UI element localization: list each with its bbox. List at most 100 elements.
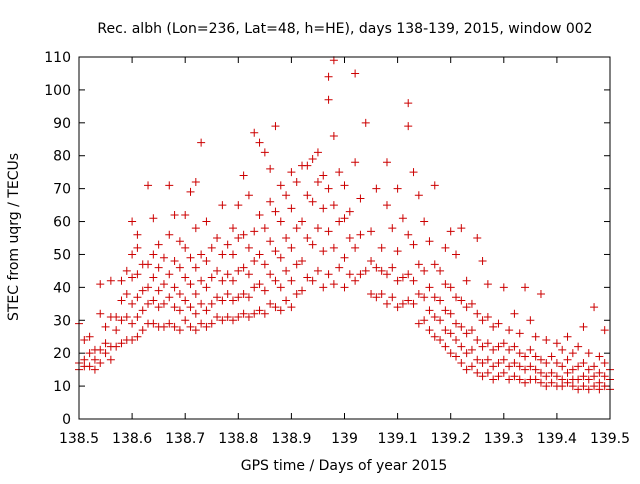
data-point-156 xyxy=(255,138,264,147)
data-point-164 xyxy=(266,237,275,246)
data-point-84 xyxy=(181,316,190,325)
data-point-228 xyxy=(345,234,354,242)
data-point-17 xyxy=(101,339,110,348)
data-point-76 xyxy=(170,283,179,292)
data-point-379 xyxy=(542,336,551,345)
data-point-243 xyxy=(372,263,381,272)
x-axis-label: GPS time / Days of year 2015 xyxy=(241,458,448,474)
data-point-69 xyxy=(165,319,174,328)
data-point-152 xyxy=(255,306,264,315)
x-tick-5-label: 139 xyxy=(331,431,358,447)
data-point-238 xyxy=(361,118,370,127)
x-tick-3-label: 138.8 xyxy=(218,431,258,447)
data-point-421 xyxy=(600,359,609,368)
data-point-25 xyxy=(112,312,121,321)
data-point-209 xyxy=(319,171,328,180)
x-tick-6-label: 139.1 xyxy=(378,431,418,447)
data-point-397 xyxy=(568,365,577,374)
data-point-304 xyxy=(452,319,461,328)
data-point-205 xyxy=(313,148,322,157)
data-point-287 xyxy=(430,181,439,190)
data-point-175 xyxy=(276,217,285,226)
data-point-100 xyxy=(197,319,206,328)
data-point-262 xyxy=(404,296,413,305)
data-point-51 xyxy=(144,299,153,308)
data-point-376 xyxy=(542,382,551,391)
data-point-101 xyxy=(197,299,206,308)
data-point-199 xyxy=(308,240,317,249)
data-point-108 xyxy=(202,257,211,266)
data-point-113 xyxy=(207,243,216,252)
data-point-407 xyxy=(584,385,593,394)
y-tick-3-label: 30 xyxy=(53,313,71,329)
data-point-201 xyxy=(308,155,317,164)
data-point-279 xyxy=(425,326,434,335)
data-point-88 xyxy=(181,210,190,219)
data-point-150 xyxy=(250,227,259,236)
data-point-359 xyxy=(515,329,524,338)
data-point-111 xyxy=(207,299,216,308)
data-point-249 xyxy=(382,270,391,279)
data-point-55 xyxy=(149,319,158,328)
data-point-206 xyxy=(319,283,328,292)
data-point-299 xyxy=(446,309,455,318)
data-point-285 xyxy=(430,293,439,302)
data-point-33 xyxy=(122,266,131,275)
data-point-56 xyxy=(149,296,158,305)
data-point-300 xyxy=(446,283,455,292)
data-point-259 xyxy=(398,299,407,308)
data-point-75 xyxy=(170,303,179,312)
y-axis-label: STEC from uqrg / TECUs xyxy=(6,153,22,321)
data-point-347 xyxy=(499,283,508,292)
data-point-306 xyxy=(452,250,461,259)
data-point-15 xyxy=(96,280,105,289)
data-point-404 xyxy=(579,372,588,381)
data-point-176 xyxy=(276,181,285,190)
data-point-106 xyxy=(202,306,211,315)
data-point-47 xyxy=(138,306,147,315)
data-point-331 xyxy=(483,368,492,377)
data-point-414 xyxy=(590,303,599,312)
data-point-418 xyxy=(595,352,604,361)
x-tick-4-label: 138.9 xyxy=(271,431,311,447)
data-point-271 xyxy=(414,319,423,328)
data-point-189 xyxy=(292,178,301,187)
data-point-24 xyxy=(112,326,121,335)
data-point-250 xyxy=(382,201,391,210)
data-point-162 xyxy=(266,299,275,308)
data-point-398 xyxy=(568,349,577,358)
data-point-403 xyxy=(579,382,588,391)
data-point-134 xyxy=(234,266,243,275)
data-point-361 xyxy=(521,365,530,374)
data-point-342 xyxy=(494,342,503,351)
data-point-332 xyxy=(483,355,492,364)
data-point-329 xyxy=(478,316,487,325)
data-point-41 xyxy=(133,312,142,321)
data-point-198 xyxy=(308,276,317,285)
data-point-335 xyxy=(483,280,492,289)
data-point-315 xyxy=(462,303,471,312)
data-point-365 xyxy=(526,362,535,371)
data-point-235 xyxy=(356,230,365,239)
data-point-200 xyxy=(308,197,317,206)
data-point-18 xyxy=(101,322,110,331)
data-point-296 xyxy=(441,243,450,252)
data-point-302 xyxy=(452,352,461,361)
data-point-229 xyxy=(345,207,354,216)
data-point-5 xyxy=(80,336,89,345)
data-point-263 xyxy=(404,270,413,279)
data-point-337 xyxy=(489,362,498,371)
data-point-44 xyxy=(133,243,142,252)
data-point-411 xyxy=(590,382,599,391)
data-point-36 xyxy=(128,299,137,308)
data-point-185 xyxy=(287,168,296,177)
data-point-87 xyxy=(181,243,190,252)
data-point-290 xyxy=(436,296,445,305)
data-point-351 xyxy=(505,326,514,335)
y-tick-4-label: 40 xyxy=(53,280,71,296)
data-point-92 xyxy=(186,253,195,262)
data-point-269 xyxy=(409,240,418,249)
data-point-336 xyxy=(489,375,498,384)
data-point-419 xyxy=(600,382,609,391)
data-point-357 xyxy=(515,362,524,371)
